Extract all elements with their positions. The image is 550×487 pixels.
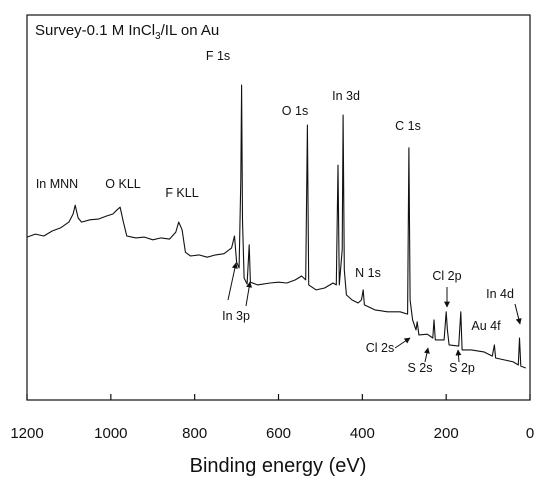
chart-title: Survey-0.1 M InCl3/IL on Au bbox=[35, 22, 219, 42]
peak-label: N 1s bbox=[355, 266, 381, 280]
peak-label: C 1s bbox=[395, 119, 421, 133]
peak-label: O 1s bbox=[282, 104, 308, 118]
peak-label: F KLL bbox=[165, 186, 198, 200]
x-tick-label: 1000 bbox=[94, 425, 127, 442]
annotation-arrow bbox=[455, 349, 462, 363]
peak-label: Au 4f bbox=[471, 319, 501, 333]
peak-label: In 4d bbox=[486, 287, 514, 301]
x-tick-label: 800 bbox=[182, 425, 207, 442]
x-tick-label: 600 bbox=[266, 425, 291, 442]
peak-label: F 1s bbox=[206, 49, 230, 63]
x-tick-label: 200 bbox=[434, 425, 459, 442]
x-axis-label: Binding energy (eV) bbox=[190, 455, 367, 477]
x-tick-label: 1200 bbox=[10, 425, 43, 442]
peak-label: S 2s bbox=[407, 361, 432, 375]
title-part: Survey-0.1 M InCl bbox=[35, 22, 155, 39]
x-tick-label: 0 bbox=[526, 425, 534, 442]
peak-label: Cl 2p bbox=[432, 269, 461, 283]
annotation-arrow bbox=[245, 281, 253, 307]
peak-label: In 3d bbox=[332, 89, 360, 103]
annotation-arrow bbox=[394, 337, 411, 349]
annotation-arrow bbox=[227, 262, 238, 301]
annotation-arrow bbox=[423, 347, 430, 363]
peak-label: S 2p bbox=[449, 361, 475, 375]
x-tick-label: 400 bbox=[350, 425, 375, 442]
peak-label: O KLL bbox=[105, 177, 140, 191]
peak-label: In 3p bbox=[222, 309, 250, 323]
title-part: /IL on Au bbox=[161, 22, 220, 39]
annotation-arrow bbox=[514, 303, 522, 325]
peak-label: In MNN bbox=[36, 177, 78, 191]
plot-frame bbox=[26, 14, 531, 401]
peak-label: Cl 2s bbox=[366, 341, 394, 355]
spectrum-line bbox=[26, 84, 526, 369]
title-subscript: 3 bbox=[155, 31, 161, 42]
